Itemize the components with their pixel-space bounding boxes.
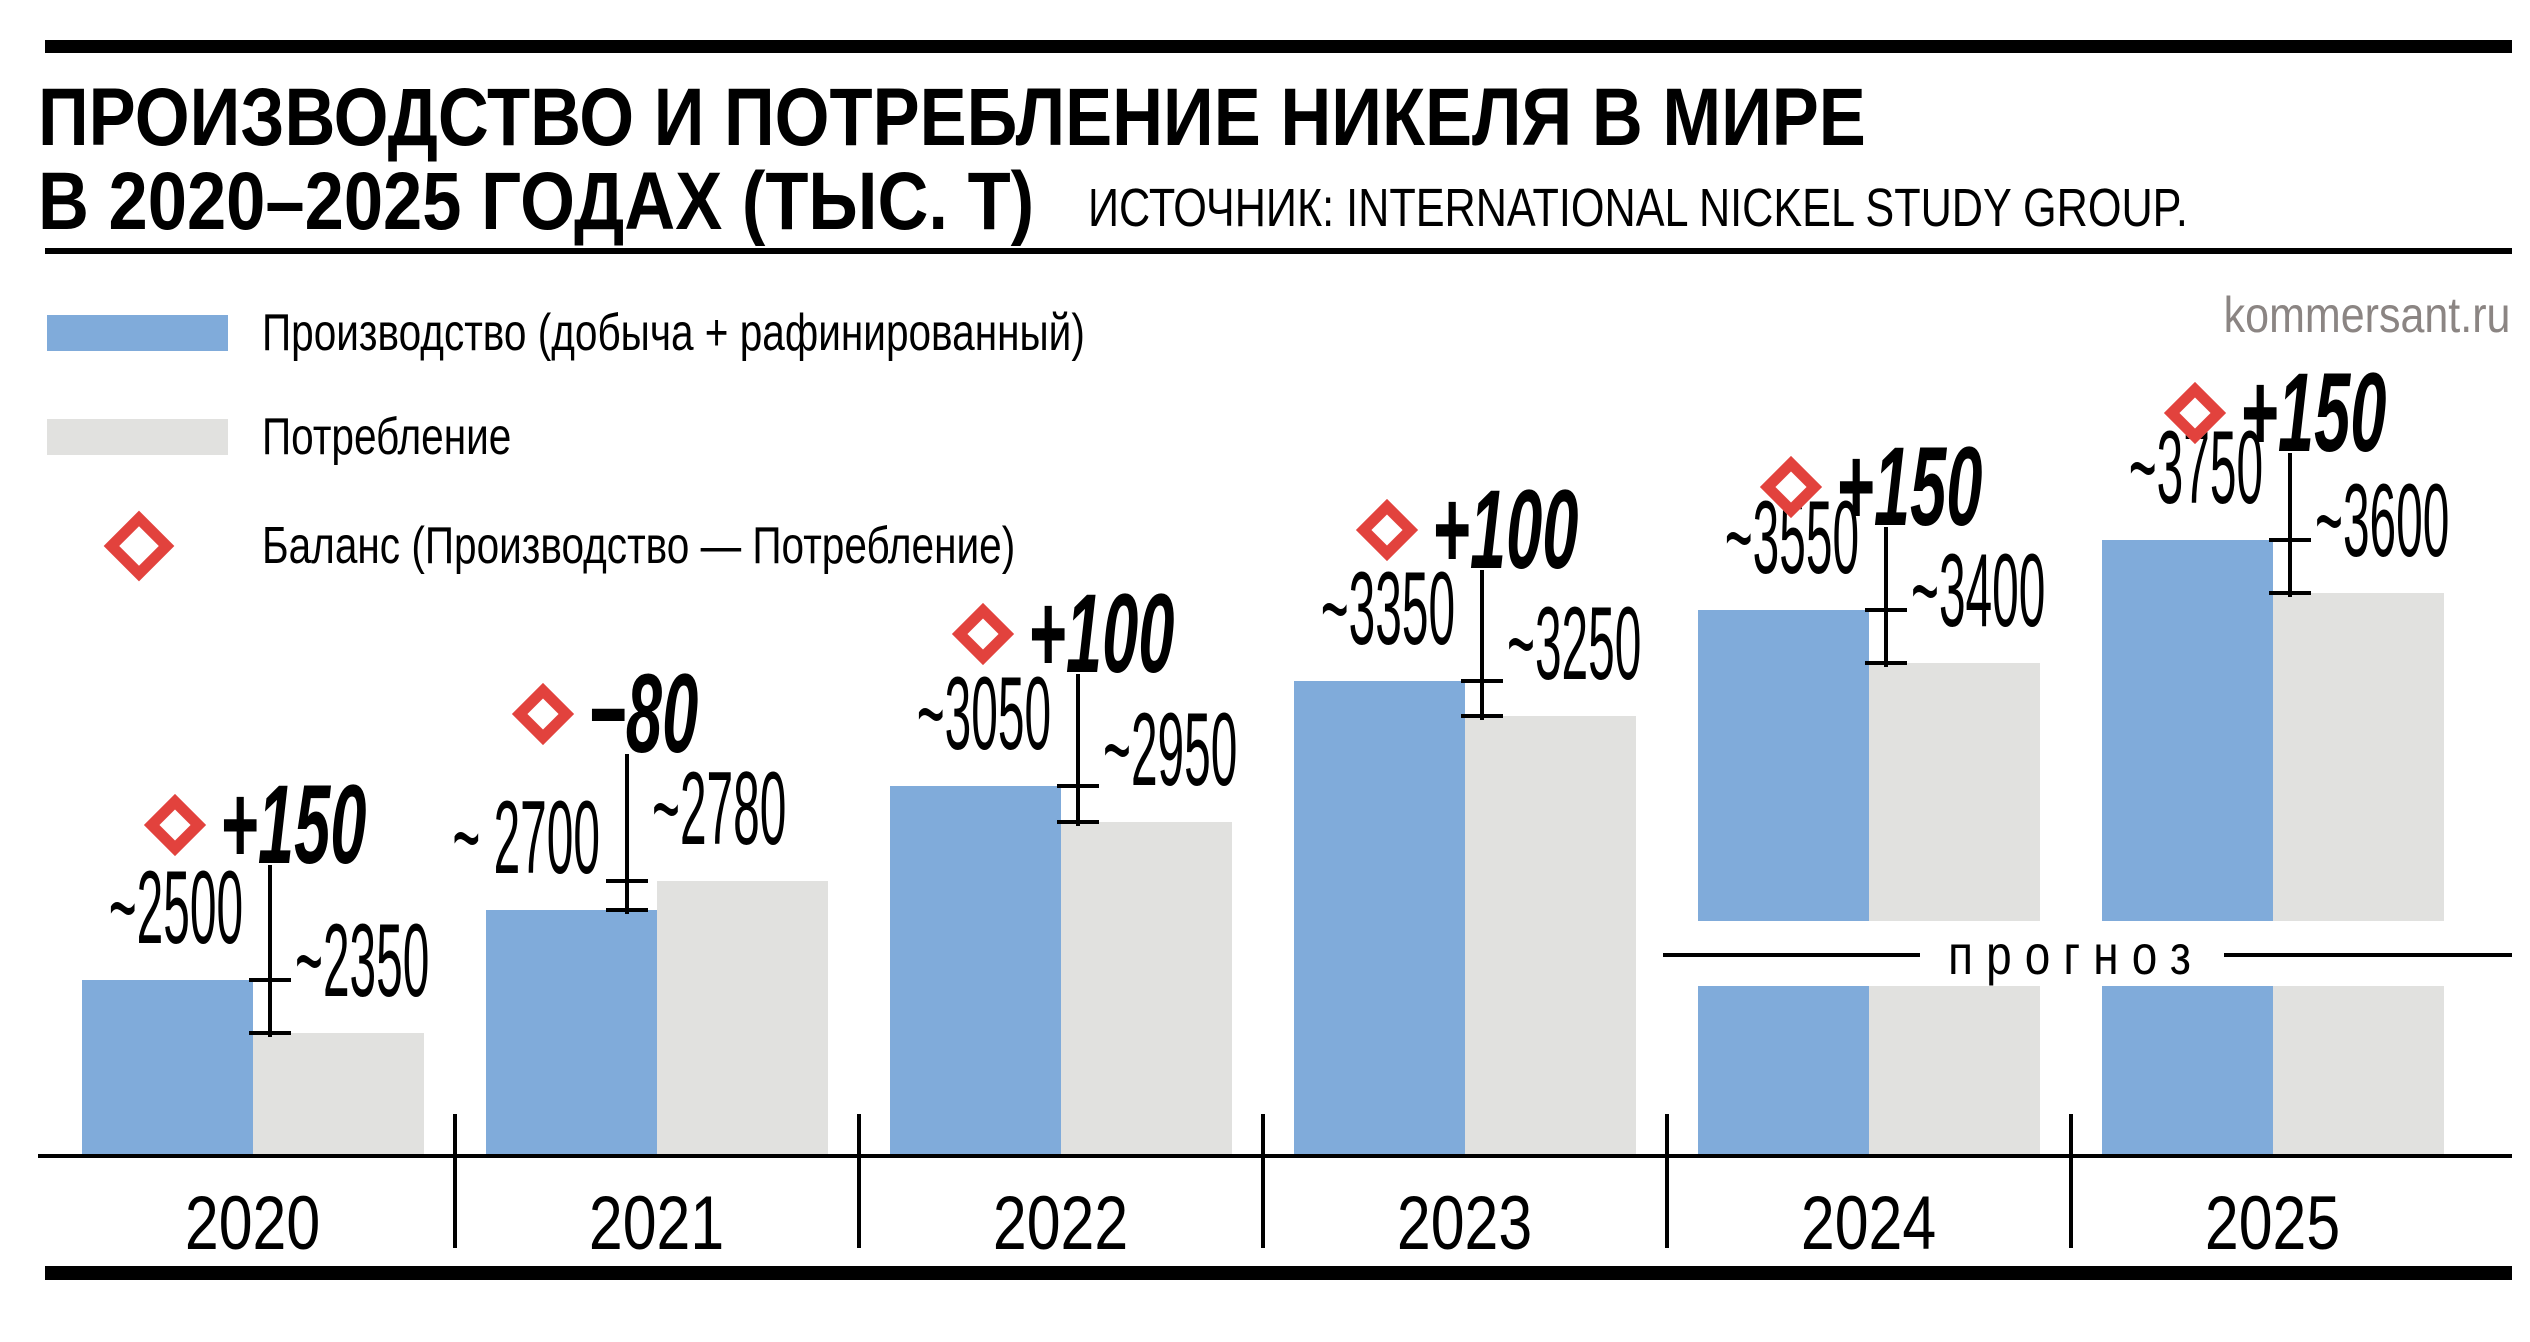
balance-bracket-line [625,754,629,914]
x-axis-tick [2069,1114,2073,1248]
consumption-top-tick [606,879,648,883]
production-top-tick [249,978,291,982]
production-top-tick [1057,784,1099,788]
production-bar [486,910,657,1156]
consumption-value-label: ~3400 [1911,533,2046,649]
production-top-tick [606,908,648,912]
production-bar [1294,681,1465,1156]
production-top-tick [1461,679,1503,683]
balance-bracket-line [268,865,272,1037]
consumption-top-tick [1865,661,1907,665]
forecast-line-segment-1 [1663,953,1920,957]
legend-consumption-swatch [47,419,228,455]
production-value-label: ~2500 [108,850,243,966]
consumption-bar [1465,716,1636,1156]
balance-value-label: +150 [220,762,367,887]
balance-value-label: +100 [1028,571,1175,696]
x-axis-tick [453,1114,457,1248]
balance-value-label: +150 [1836,424,1983,549]
consumption-top-tick [2269,591,2311,595]
top-rule [45,40,2512,53]
consumption-bar [657,881,828,1156]
balance-value-label: +150 [2240,350,2387,475]
production-value-label: ~3750 [2128,410,2263,526]
x-axis-tick [1261,1114,1265,1248]
legend-balance-label: Баланс (Производство — Потребление) [262,517,1016,575]
consumption-value-label: ~2350 [295,903,430,1019]
legend-production-swatch [47,315,228,351]
production-value-label: ~ 2700 [452,780,600,896]
legend-consumption-label: Потребление [262,408,512,466]
consumption-bar [1869,663,2040,1156]
balance-diamond-icon [143,793,207,857]
balance-value-label: −80 [588,651,699,776]
balance-bracket-line [1884,527,1888,667]
page-title-line2: В 2020–2025 ГОДАХ (ТЫС. Т) [38,156,1035,247]
header-divider-rule [45,248,2512,254]
balance-bracket-line [1480,570,1484,720]
legend-production-label: Производство (добыча + рафинированный) [262,304,1085,362]
balance-diamond-icon [511,682,575,746]
legend-balance-diamond-icon [103,510,175,582]
balance-bracket-line [1076,674,1080,826]
consumption-bar [253,1033,424,1156]
consumption-top-tick [1461,714,1503,718]
production-value-label: ~3350 [1320,551,1455,667]
year-axis-label: 2022 [993,1181,1129,1266]
bottom-rule [45,1266,2512,1280]
year-axis-label: 2020 [185,1181,321,1266]
consumption-value-label: ~3600 [2315,463,2450,579]
forecast-line-segment-2 [2224,953,2512,957]
consumption-value-label: ~3250 [1507,586,1642,702]
production-value-label: ~3550 [1724,480,1859,596]
consumption-top-tick [1057,820,1099,824]
page-title-line1: ПРОИЗВОДСТВО И ПОТРЕБЛЕНИЕ НИКЕЛЯ В МИРЕ [38,72,1866,163]
production-value-label: ~3050 [916,656,1051,772]
consumption-value-label: ~2780 [652,751,787,867]
x-axis-tick [857,1114,861,1248]
site-credit: kommersant.ru [2223,287,2510,343]
source-credit: ИСТОЧНИК: INTERNATIONAL NICKEL STUDY GRO… [1088,178,2188,238]
forecast-label: прогноз [1948,923,2205,986]
x-axis-tick [1665,1114,1669,1248]
consumption-top-tick [249,1031,291,1035]
consumption-bar [2273,593,2444,1156]
production-top-tick [2269,538,2311,542]
production-top-tick [1865,608,1907,612]
production-bar [890,786,1061,1156]
year-axis-label: 2025 [2205,1181,2341,1266]
consumption-bar [1061,822,1232,1156]
production-bar [2102,540,2273,1156]
x-axis-line [38,1154,2512,1158]
year-axis-label: 2024 [1801,1181,1937,1266]
year-axis-label: 2023 [1397,1181,1533,1266]
production-bar [1698,610,1869,1156]
balance-value-label: +100 [1432,467,1579,592]
balance-bracket-line [2288,453,2292,597]
year-axis-label: 2021 [589,1181,725,1266]
production-bar [82,980,253,1156]
consumption-value-label: ~2950 [1103,692,1238,808]
